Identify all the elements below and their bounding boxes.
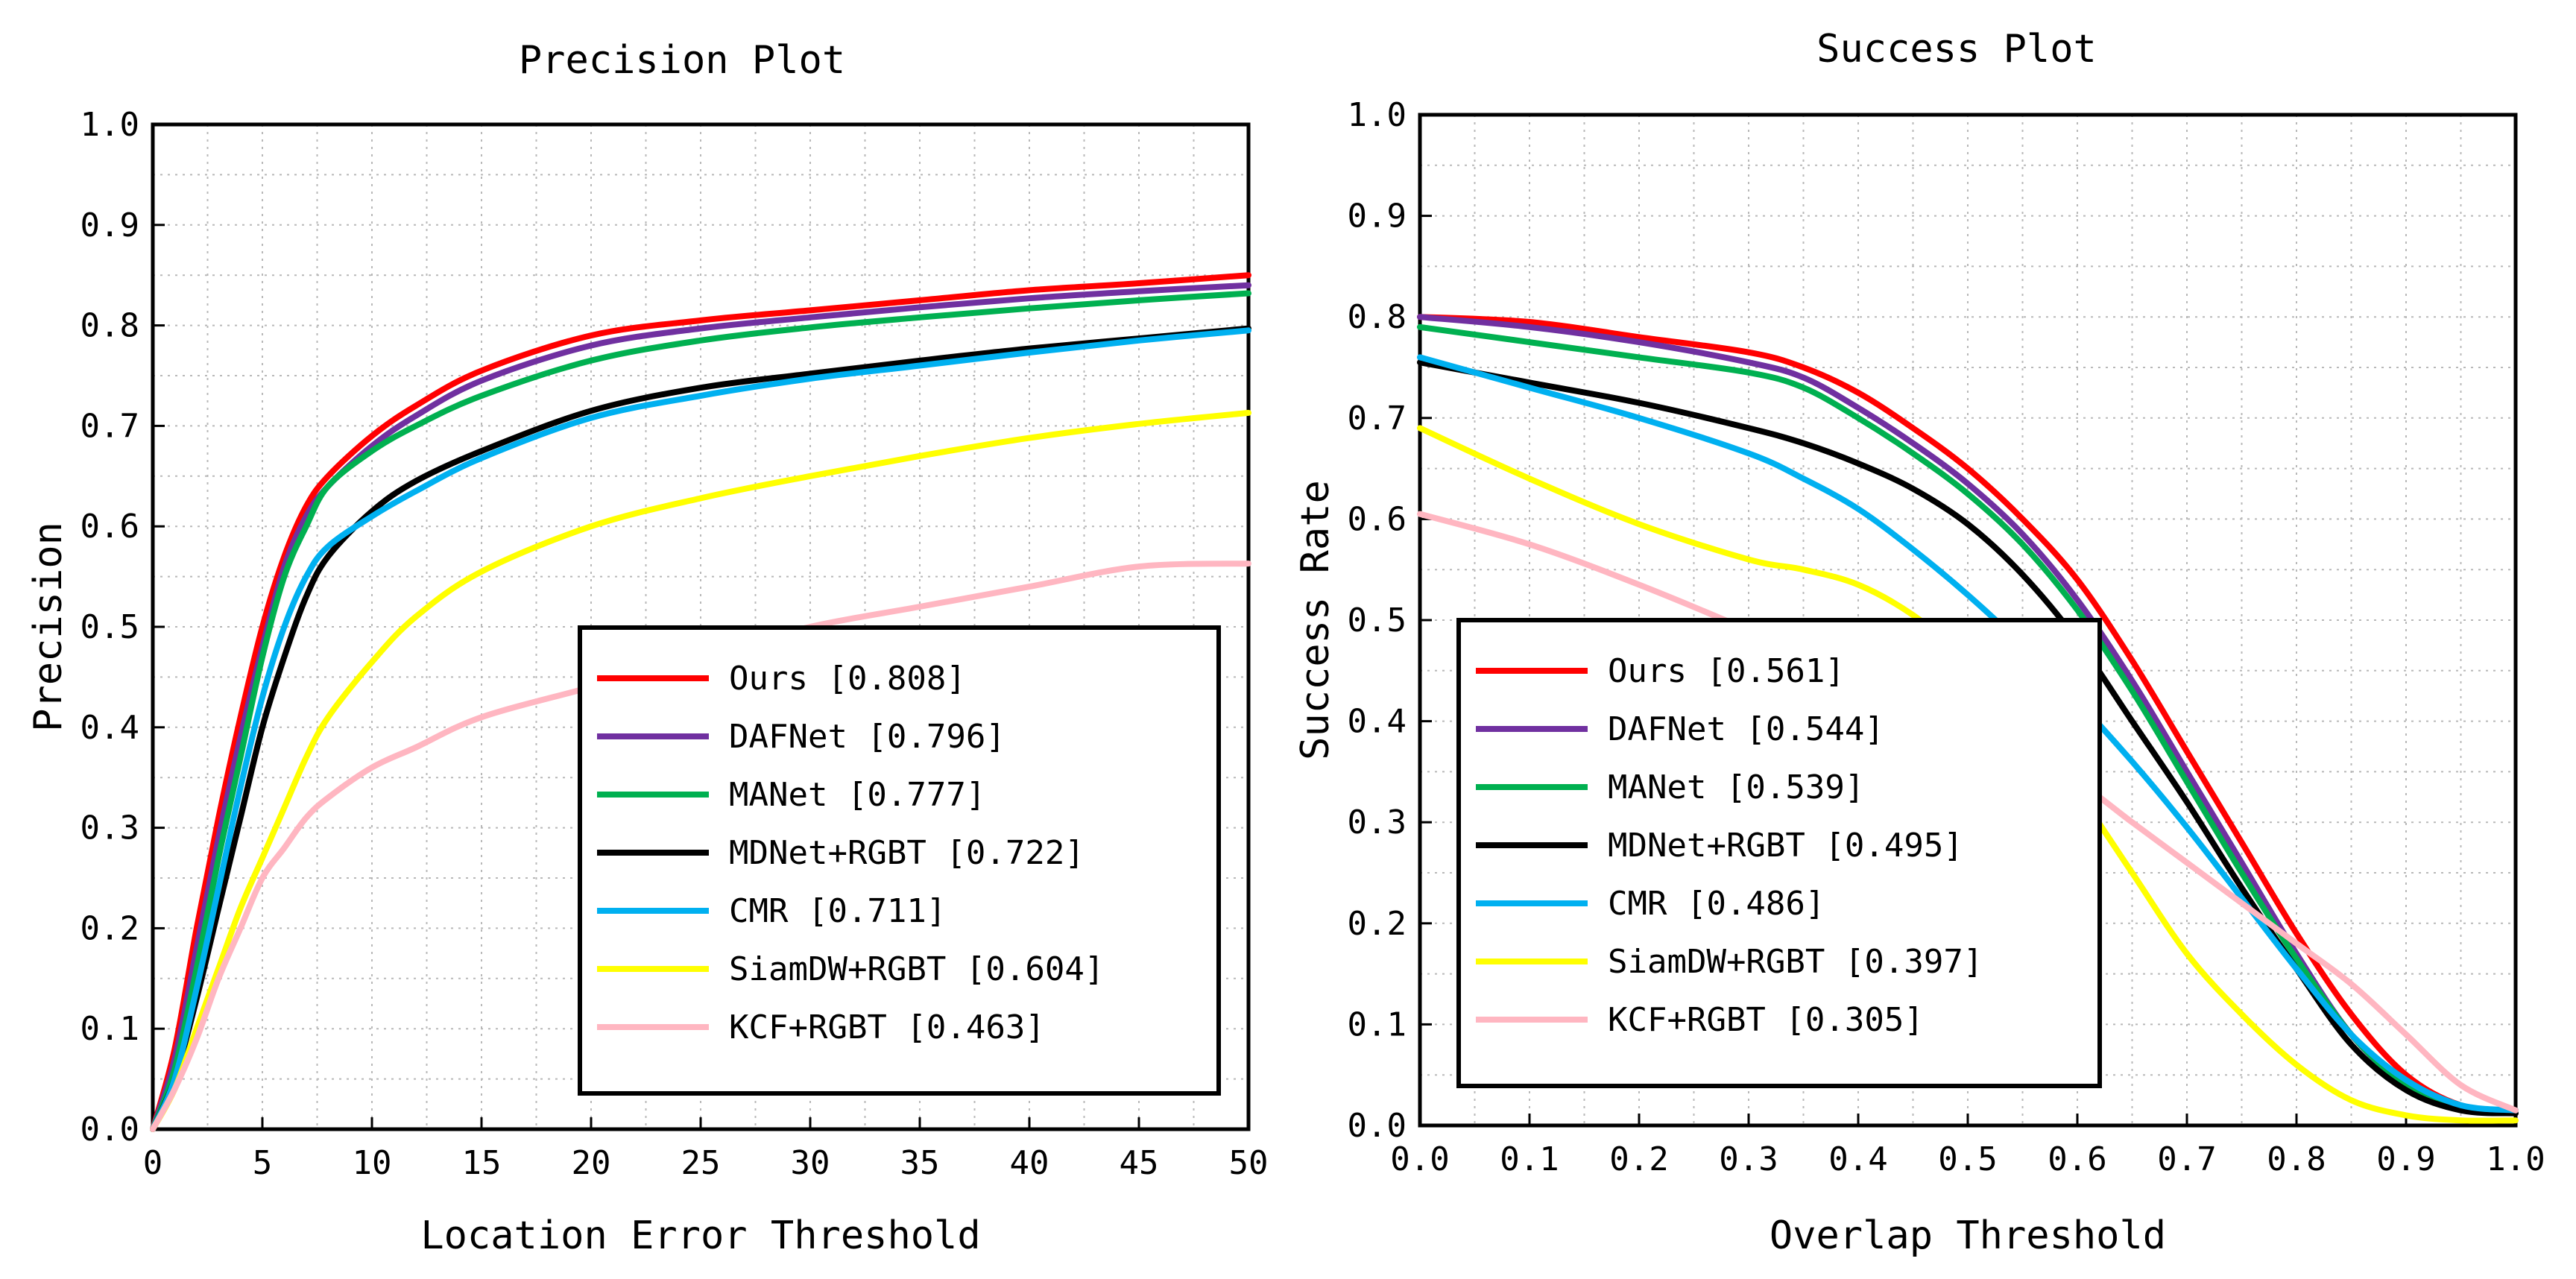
x-tick-label: 0.3	[1719, 1140, 1778, 1178]
precision-plot: Precision Plot 0 5 10 15 20 25 30 35 40 45 50 0.00…	[26, 38, 1268, 1258]
x-tick-label: 0	[143, 1144, 163, 1182]
x-tick-label: 45	[1120, 1144, 1159, 1182]
y-tick-label: 1.0	[1348, 96, 1407, 134]
y-tick-label: 0.2	[1348, 905, 1407, 943]
x-tick-label: 50	[1229, 1144, 1269, 1182]
series-line-ours	[1417, 314, 2519, 1114]
y-tick-label: 0.5	[1348, 601, 1407, 640]
series-line-dafnet	[150, 282, 1251, 1132]
success-plot: Success Plot 0.0 0.1 0.2 0.3 0.4 0.5 0.6 0.7 0.8…	[1293, 27, 2545, 1258]
legend-label: SiamDW+RGBT [0.604]	[729, 950, 1104, 988]
legend-label: DAFNet [0.796]	[729, 718, 1006, 756]
x-tick-label: 10	[353, 1144, 392, 1182]
x-tick-label: 40	[1010, 1144, 1049, 1182]
legend-label: DAFNet [0.544]	[1608, 710, 1884, 748]
legend-label: MANet [0.777]	[729, 776, 985, 814]
series-line-mdnet-rgbt	[1417, 359, 2519, 1117]
x-tick-label: 0.8	[2267, 1140, 2326, 1178]
legend-label: Ours [0.561]	[1608, 652, 1845, 690]
y-tick-label: 1.0	[80, 106, 139, 144]
y-tick-label: 0.3	[1348, 803, 1407, 841]
y-tick-label: 0.5	[80, 608, 139, 646]
x-tick-label: 0.7	[2157, 1140, 2216, 1178]
x-tick-label: 0.4	[1828, 1140, 1887, 1178]
y-tick-label: 0.6	[1348, 500, 1407, 538]
y-tick-label: 0.6	[80, 508, 139, 546]
y-tick-label: 0.4	[1348, 703, 1407, 741]
y-tick-label: 0.8	[1348, 298, 1407, 336]
y-ticks: 0.0 0.1 0.2 0.3 0.4 0.5 0.6 0.7 0.8 0.9 1.0	[1348, 96, 1432, 1145]
legend-label: MANet [0.539]	[1608, 768, 1864, 806]
y-axis-label: Success Rate	[1293, 480, 1338, 760]
y-tick-label: 0.0	[1348, 1107, 1407, 1145]
x-tick-label: 20	[572, 1144, 611, 1182]
legend-box	[1456, 618, 2102, 1088]
series-line-mdnet-rgbt	[150, 325, 1251, 1132]
x-tick-label: 0.6	[2048, 1140, 2106, 1178]
x-tick-label: 35	[900, 1144, 940, 1182]
series-lines	[150, 272, 1251, 1132]
legend-label: Ours [0.808]	[729, 660, 966, 698]
chart-title: Success Plot	[1816, 27, 2097, 72]
legend: Ours [0.561] DAFNet [0.544] MANet [0.539] M…	[1456, 618, 2102, 1088]
legend-label: KCF+RGBT [0.463]	[729, 1008, 1045, 1046]
x-axis-label: Location Error Threshold	[420, 1213, 980, 1258]
x-tick-label: 25	[681, 1144, 721, 1182]
legend-label: MDNet+RGBT [0.495]	[1608, 827, 1963, 865]
series-line-kcf-rgbt	[150, 560, 1251, 1132]
x-tick-label: 0.0	[1390, 1140, 1449, 1178]
y-tick-label: 0.1	[1348, 1005, 1407, 1043]
x-tick-label: 0.1	[1500, 1140, 1559, 1178]
x-ticks: 0.0 0.1 0.2 0.3 0.4 0.5 0.6 0.7 0.8 0.9 1.0	[1390, 1114, 2545, 1178]
y-tick-label: 0.9	[80, 206, 139, 244]
y-tick-label: 0.3	[80, 809, 139, 847]
legend-label: SiamDW+RGBT [0.397]	[1608, 943, 1983, 981]
y-ticks: 0.0 0.1 0.2 0.3 0.4 0.5 0.6 0.7 0.8 0.9 1.0	[80, 106, 165, 1149]
legend-label: CMR [0.486]	[1608, 885, 1825, 923]
x-ticks: 0 5 10 15 20 25 30 35 40 45 50	[143, 1117, 1269, 1182]
y-tick-label: 0.4	[80, 709, 139, 747]
series-line-ours	[150, 272, 1251, 1132]
x-axis-label: Overlap Threshold	[1770, 1213, 2166, 1258]
x-tick-label: 0.2	[1609, 1140, 1668, 1178]
y-tick-label: 0.8	[80, 307, 139, 345]
legend-label: CMR [0.711]	[729, 892, 946, 930]
legend-box	[578, 625, 1221, 1096]
x-tick-label: 15	[462, 1144, 502, 1182]
series-line-cmr	[150, 327, 1251, 1132]
x-tick-label: 1.0	[2486, 1140, 2545, 1178]
x-tick-label: 0.9	[2376, 1140, 2435, 1178]
y-tick-label: 0.9	[1348, 198, 1407, 236]
y-tick-label: 0.7	[1348, 400, 1407, 438]
x-tick-label: 0.5	[1938, 1140, 1997, 1178]
x-tick-label: 30	[791, 1144, 830, 1182]
legend-label: MDNet+RGBT [0.722]	[729, 834, 1085, 872]
legend-label: KCF+RGBT [0.305]	[1608, 1001, 1924, 1039]
y-tick-label: 0.1	[80, 1010, 139, 1048]
y-axis-label: Precision	[26, 522, 71, 732]
y-tick-label: 0.7	[80, 407, 139, 445]
y-tick-label: 0.0	[80, 1111, 139, 1149]
y-tick-label: 0.2	[80, 909, 139, 947]
chart-title: Precision Plot	[519, 38, 845, 83]
series-line-siamdw-rgbt	[150, 409, 1251, 1132]
legend: Ours [0.808] DAFNet [0.796] MANet [0.777] M…	[578, 625, 1221, 1096]
series-line-manet	[150, 290, 1251, 1132]
x-tick-label: 5	[253, 1144, 273, 1182]
